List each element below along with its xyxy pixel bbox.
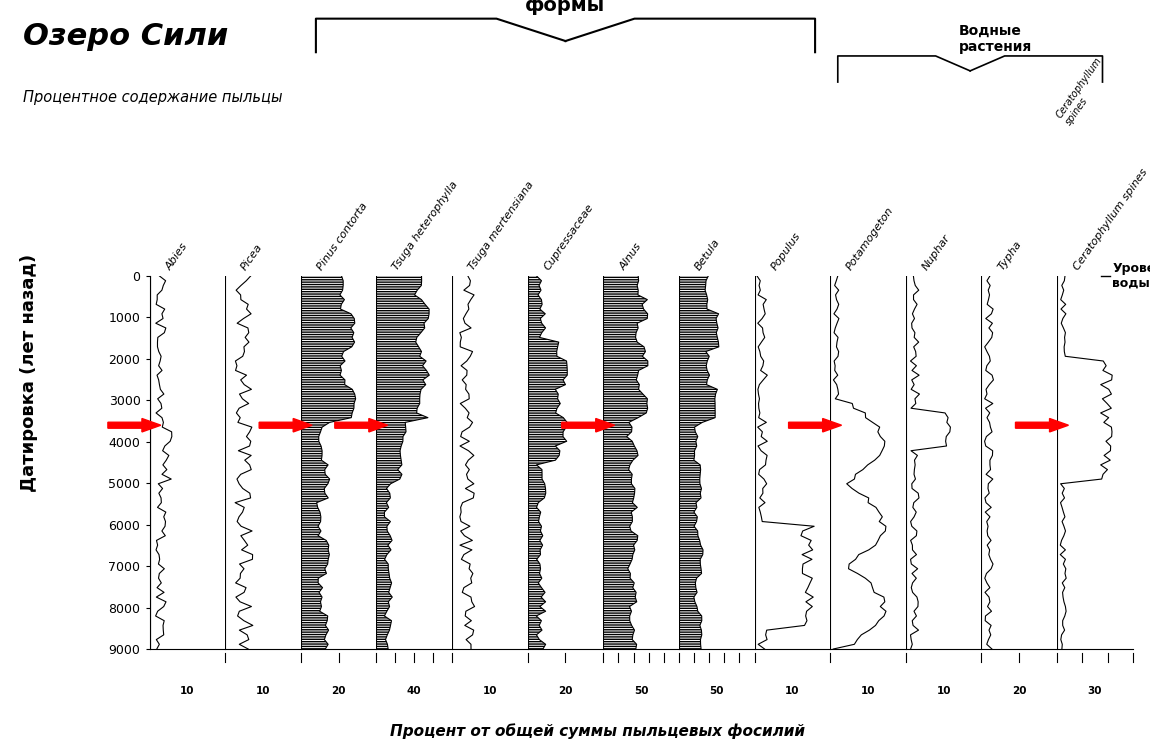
Text: Typha: Typha xyxy=(996,239,1024,272)
Text: 20: 20 xyxy=(1012,686,1027,696)
Text: 50: 50 xyxy=(710,686,724,696)
Text: Древесные
формы: Древесные формы xyxy=(503,0,629,15)
Text: 10: 10 xyxy=(181,686,194,696)
Text: Процент от общей суммы пыльцевых фосилий: Процент от общей суммы пыльцевых фосилий xyxy=(391,723,805,739)
Text: Betula: Betula xyxy=(693,237,722,272)
Text: 10: 10 xyxy=(785,686,799,696)
Text: Potamogeton: Potamogeton xyxy=(845,206,896,272)
Text: 30: 30 xyxy=(1088,686,1102,696)
Text: Cupressaceae: Cupressaceae xyxy=(542,202,596,272)
Text: 10: 10 xyxy=(936,686,951,696)
Text: Tsuga heterophylla: Tsuga heterophylla xyxy=(391,180,460,272)
Text: Populus: Populus xyxy=(769,231,803,272)
Text: 50: 50 xyxy=(634,686,649,696)
Text: Ceratophyllum
spines: Ceratophyllum spines xyxy=(1055,55,1113,127)
Text: Водные
растения: Водные растения xyxy=(959,25,1032,54)
Text: Уровень
воды в озере: Уровень воды в озере xyxy=(1112,262,1150,290)
Text: Процентное содержание пыльцы: Процентное содержание пыльцы xyxy=(23,90,283,104)
Text: 10: 10 xyxy=(861,686,875,696)
Text: 20: 20 xyxy=(558,686,573,696)
Text: Alnus: Alnus xyxy=(618,242,644,272)
Text: 10: 10 xyxy=(255,686,270,696)
Text: 10: 10 xyxy=(483,686,497,696)
Text: Nuphar: Nuphar xyxy=(920,233,952,272)
Text: Abies: Abies xyxy=(164,242,190,272)
Text: Датировка (лет назад): Датировка (лет назад) xyxy=(20,254,38,492)
Text: Tsuga mertensiana: Tsuga mertensiana xyxy=(467,180,536,272)
Text: 40: 40 xyxy=(407,686,422,696)
Text: Pinus contorta: Pinus contorta xyxy=(315,201,369,272)
Text: 20: 20 xyxy=(331,686,346,696)
Text: Озеро Сили: Озеро Сили xyxy=(23,22,228,51)
Text: Picea: Picea xyxy=(239,242,264,272)
Text: Ceratophyllum spines: Ceratophyllum spines xyxy=(1072,167,1149,272)
